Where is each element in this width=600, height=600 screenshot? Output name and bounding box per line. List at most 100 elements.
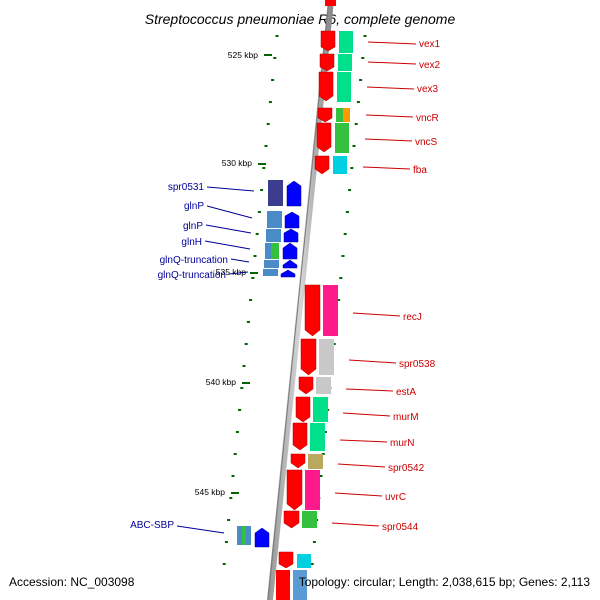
label-glnQ-truncation-1[interactable]: glnQ-truncation xyxy=(160,255,228,266)
guide-dot xyxy=(332,343,336,345)
guide-dot xyxy=(310,563,314,565)
gene-arrow-vex1[interactable] xyxy=(320,30,336,52)
cog-box-ABC-SBP-c xyxy=(246,526,251,545)
guide-dot xyxy=(343,233,347,235)
gene-arrow-partial-2[interactable] xyxy=(276,570,290,600)
guide-dot xyxy=(260,189,264,191)
guide-dot xyxy=(240,387,244,389)
gene-arrow-spr0544[interactable] xyxy=(283,510,300,529)
guide-dot xyxy=(266,123,270,125)
reverse-genes xyxy=(237,180,302,548)
guide-dot xyxy=(359,79,363,81)
guide-dot xyxy=(244,343,248,345)
label-vex2[interactable]: vex2 xyxy=(419,60,441,71)
cog-box-glnP-2 xyxy=(266,229,281,242)
guide-dot xyxy=(264,145,268,147)
backbone-edge xyxy=(267,0,330,600)
map-title: Streptococcus pneumoniae R6, complete ge… xyxy=(145,11,456,27)
cog-box-spr0542 xyxy=(308,454,323,469)
label-vncS[interactable]: vncS xyxy=(415,137,438,148)
label-uvrC[interactable]: uvrC xyxy=(385,492,406,503)
label-spr0542[interactable]: spr0542 xyxy=(388,463,425,474)
cog-box-spr0544 xyxy=(302,511,317,528)
guide-dot xyxy=(238,409,242,411)
gene-arrow-spr0538[interactable] xyxy=(300,338,317,376)
guide-dot xyxy=(271,79,275,81)
guide-dot xyxy=(255,233,259,235)
gene-arrow-glnH[interactable] xyxy=(282,242,298,260)
label-vex1[interactable]: vex1 xyxy=(419,39,441,50)
tick-525: 525 kbp xyxy=(228,50,272,60)
cog-box-ABC-SBP-b xyxy=(242,526,246,545)
cog-box-vex2 xyxy=(338,54,352,71)
guide-dot xyxy=(348,189,352,191)
label-glnP-2[interactable]: glnP xyxy=(183,221,203,232)
guide-dot xyxy=(242,365,246,367)
label-vex3[interactable]: vex3 xyxy=(417,84,439,95)
gene-arrow-partial[interactable] xyxy=(278,551,294,569)
label-vncR[interactable]: vncR xyxy=(416,113,439,124)
tick-label: 545 kbp xyxy=(195,487,226,497)
label-glnQ-truncation-2[interactable]: glnQ-truncation xyxy=(158,270,226,281)
cog-box-fba xyxy=(333,156,347,174)
guide-dot xyxy=(257,211,261,213)
label-recJ[interactable]: recJ xyxy=(403,312,422,323)
gene-arrow-ABC-SBP[interactable] xyxy=(254,527,270,548)
label-spr0538[interactable]: spr0538 xyxy=(399,359,436,370)
label-spr0531[interactable]: spr0531 xyxy=(168,182,205,193)
gene-arrow-estA[interactable] xyxy=(298,376,314,395)
tick-535: 535 kbp xyxy=(216,267,258,277)
gene-arrow-murM[interactable] xyxy=(295,396,311,423)
label-spr0544[interactable]: spr0544 xyxy=(382,522,419,533)
gene-arrow-glnQ-2[interactable] xyxy=(280,269,296,278)
label-glnP-1[interactable]: glnP xyxy=(184,201,204,212)
gene-arrow-vncS[interactable] xyxy=(316,122,332,153)
label-fba[interactable]: fba xyxy=(413,165,427,176)
guide-dot xyxy=(222,563,226,565)
guide-dot xyxy=(251,277,255,279)
guide-dot xyxy=(354,123,358,125)
reverse-labels: spr0531 glnP glnP glnH glnQ-truncation g… xyxy=(130,182,255,534)
tick-label: 540 kbp xyxy=(206,377,237,387)
forward-genes xyxy=(276,0,353,600)
guide-dot xyxy=(233,453,237,455)
gene-arrow-vncR[interactable] xyxy=(317,107,333,123)
gene-arrow-glnP-2[interactable] xyxy=(283,228,299,243)
forward-labels: vex1 vex2 vex3 vncR vncS fba recJ spr053… xyxy=(331,39,441,533)
gene-arrow-vex3[interactable] xyxy=(318,71,334,102)
guide-dot xyxy=(341,255,345,257)
gene-arrow-uvrC[interactable] xyxy=(286,469,303,511)
cog-box-vncR-a xyxy=(336,108,343,122)
guide-dot xyxy=(253,255,257,257)
label-murM[interactable]: murM xyxy=(393,412,419,423)
label-ABC-SBP[interactable]: ABC-SBP xyxy=(130,520,174,531)
label-glnH[interactable]: glnH xyxy=(181,237,202,248)
label-estA[interactable]: estA xyxy=(396,387,416,398)
label-murN[interactable]: murN xyxy=(390,438,414,449)
cog-box-partial xyxy=(297,554,311,568)
cog-box-murM xyxy=(313,397,328,422)
tick-label: 535 kbp xyxy=(216,267,247,277)
cog-box-ABC-SBP-a xyxy=(237,526,242,545)
guide-dot xyxy=(339,277,343,279)
cog-box-vncR-b xyxy=(343,108,350,122)
gene-arrow-fba[interactable] xyxy=(314,155,330,175)
guide-dot xyxy=(246,321,250,323)
gene-arrow-glnQ-1[interactable] xyxy=(282,259,298,269)
gene-arrow-spr0531[interactable] xyxy=(286,180,302,207)
tick-545: 545 kbp xyxy=(195,487,239,497)
cog-box-spr0531 xyxy=(268,180,283,206)
tick-label: 530 kbp xyxy=(222,158,253,168)
gene-arrow-recJ[interactable] xyxy=(304,284,321,337)
gene-arrow-vex2[interactable] xyxy=(319,53,335,72)
accession-text: Accession: NC_003098 xyxy=(9,575,135,589)
guide-dot xyxy=(350,167,354,169)
guide-dot xyxy=(227,519,231,521)
gene-arrow-spr0542[interactable] xyxy=(290,453,306,469)
guide-dot xyxy=(229,497,233,499)
gene-arrow-murN[interactable] xyxy=(292,422,308,451)
cog-box-murN xyxy=(310,423,325,451)
guide-dot xyxy=(323,431,327,433)
guide-dot xyxy=(235,431,239,433)
gene-arrow-glnP-1[interactable] xyxy=(284,211,300,229)
